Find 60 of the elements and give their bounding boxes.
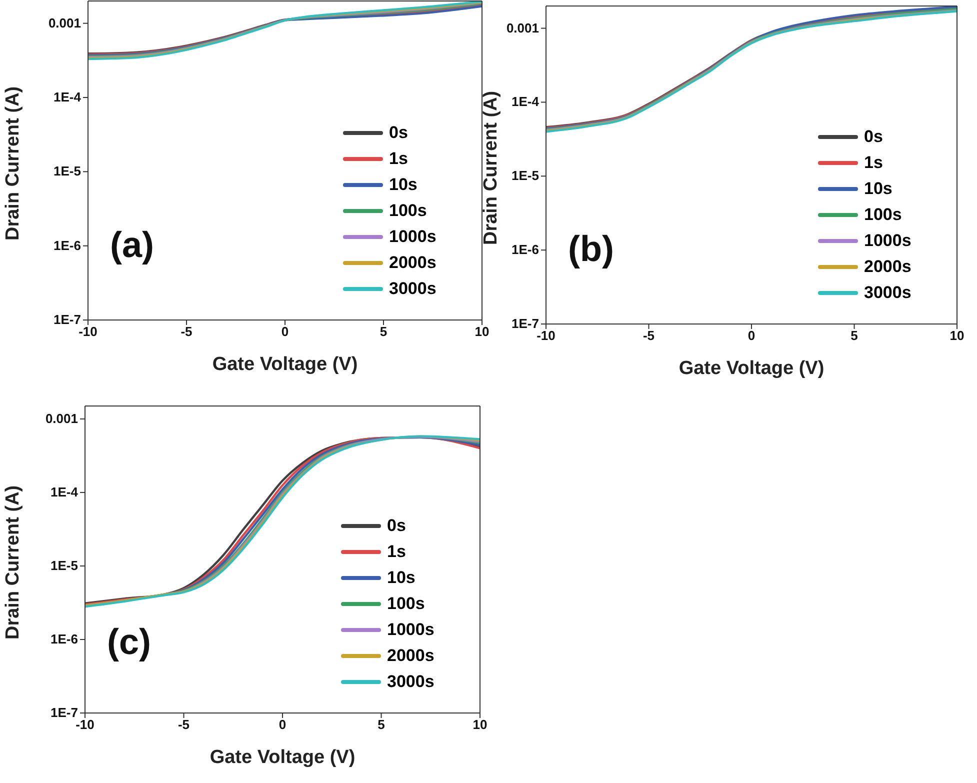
legend-label: 3000s [389,278,436,300]
legend-label: 2000s [387,645,434,667]
y-tick-label: 1E-5 [50,558,78,573]
legend-label: 100s [864,204,902,226]
x-axis-title: Gate Voltage (V) [210,747,356,768]
x-tick-label: -10 [536,328,556,344]
x-tick-label: -10 [78,324,98,340]
legend-label: 1s [389,148,408,170]
x-tick-label: 0 [281,324,289,340]
legend-label: 3000s [864,282,912,304]
y-tick-label: 1E-7 [54,312,81,327]
y-tick-label: 0.001 [506,20,539,36]
y-tick-label: 1E-6 [512,242,539,258]
y-axis-title: Drain Current (A) [2,86,24,240]
x-tick-label: 0 [748,328,756,344]
legend-label: 3000s [387,671,434,693]
legend-label: 100s [387,593,425,615]
y-tick-label: 0.001 [45,410,78,426]
x-tick-label: -10 [76,717,94,732]
x-tick-label: -5 [642,328,655,344]
legend-label: 2000s [389,252,436,274]
legend-label: 1s [387,541,406,563]
x-tick-label: 10 [472,717,488,732]
annotation: (a) [110,224,154,266]
legend-label: 10s [387,567,416,589]
legend-label: 0s [864,126,883,148]
legend-label: 100s [389,200,427,222]
y-tick-label: 0.001 [48,15,81,30]
y-tick-label: 1E-7 [512,316,539,331]
x-tick-label: 10 [474,324,490,340]
y-tick-label: 1E-7 [50,705,78,720]
x-tick-label: 5 [850,328,858,344]
legend-label: 10s [389,174,418,196]
y-tick-label: 1E-5 [512,168,539,184]
legend-label: 1000s [389,226,436,248]
legend-label: 10s [864,178,892,200]
y-tick-label: 1E-4 [50,484,79,500]
legend-label: 2000s [864,256,912,278]
y-axis-title: Drain Current (A) [480,90,502,245]
legend-label: 0s [389,122,408,144]
x-axis-title: Gate Voltage (V) [678,358,824,379]
legend-label: 1000s [387,619,434,641]
y-axis-title: Drain Current (A) [2,485,24,640]
x-tick-label: 0 [278,717,286,732]
y-tick-label: 1E-5 [54,164,81,179]
y-tick-label: 1E-6 [54,238,81,253]
x-axis-title: Gate Voltage (V) [212,354,358,375]
legend-label: 1000s [864,230,912,252]
y-tick-label: 1E-4 [54,89,82,104]
x-tick-label: -5 [180,324,192,340]
annotation: (c) [107,620,151,663]
y-tick-label: 1E-6 [50,631,78,646]
x-tick-label: -5 [178,717,190,732]
legend-label: 0s [387,515,406,537]
annotation: (b) [568,228,614,270]
legend-label: 1s [864,152,883,174]
x-tick-label: 5 [378,717,385,732]
x-tick-label: 10 [950,328,964,344]
x-tick-label: 5 [380,324,388,340]
y-tick-label: 1E-4 [512,94,540,110]
